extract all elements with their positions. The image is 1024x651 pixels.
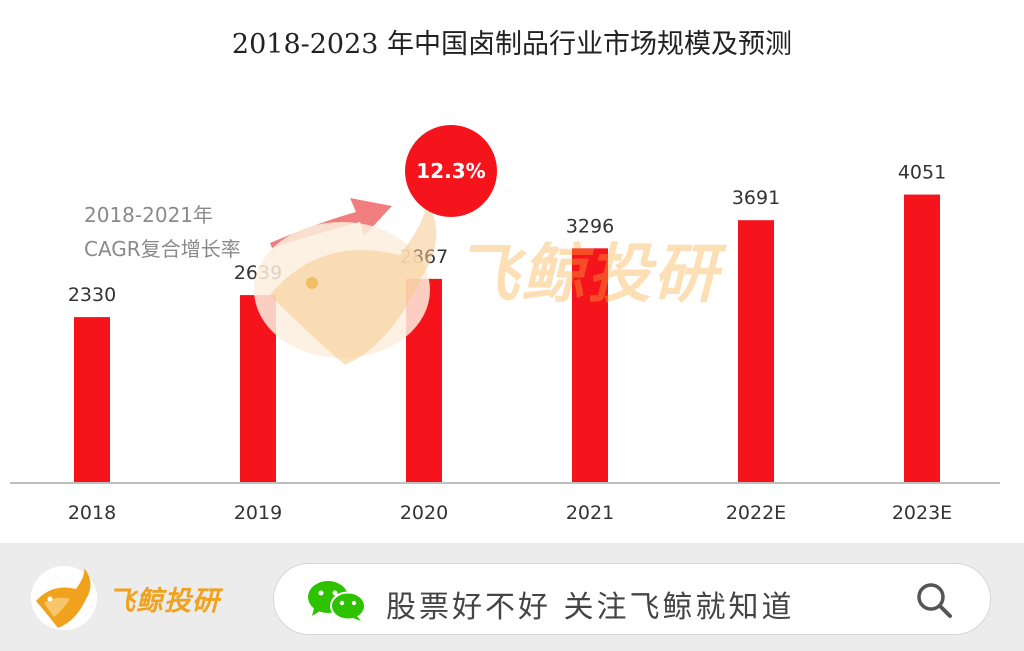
x-tick-label-2021: 2021 — [566, 502, 614, 524]
x-tick-label-2020: 2020 — [400, 502, 448, 524]
search-bar[interactable]: 股票好不好 关注飞鲸就知道 — [273, 563, 991, 635]
bar-2018 — [74, 317, 110, 483]
data-label-2023E: 4051 — [898, 162, 946, 184]
whale-logo-icon — [31, 566, 97, 630]
bar-2022E — [738, 220, 774, 483]
search-icon[interactable] — [914, 580, 954, 620]
brand-name: 飞鲸投研 — [108, 586, 220, 617]
x-tick-label-2022E: 2022E — [726, 502, 786, 524]
x-tick-label-2023E: 2023E — [892, 502, 952, 524]
search-text: 股票好不好 关注飞鲸就知道 — [386, 590, 795, 625]
data-label-2020: 2867 — [400, 246, 448, 268]
cagr-label-line1: 2018-2021年 — [84, 203, 214, 227]
bar-2019 — [240, 295, 276, 483]
data-label-2018: 2330 — [68, 284, 116, 306]
cagr-arrow — [270, 198, 392, 248]
bar-2023E — [904, 194, 940, 484]
data-label-2019: 2639 — [234, 262, 282, 284]
data-label-2022E: 3691 — [732, 187, 780, 209]
cagr-label-line2: CAGR复合增长率 — [84, 237, 241, 261]
data-label-2021: 3296 — [566, 215, 614, 237]
bar-2021 — [572, 248, 608, 483]
x-tick-label-2018: 2018 — [68, 502, 116, 524]
bar-2020 — [406, 278, 442, 483]
chart-area: 2330 2018 2639 2019 2867 2020 3296 2021 3691 2022… — [10, 29, 1000, 524]
wechat-icon — [308, 581, 366, 621]
cagr-label: 2018-2021年 CAGR复合增长率 — [84, 198, 241, 266]
cagr-badge: 12.3% — [405, 125, 497, 217]
x-tick-label-2019: 2019 — [234, 502, 282, 524]
chart-title: 2018-2023 年中国卤制品行业市场规模及预测 — [231, 29, 793, 60]
footer-banner: 飞鲸投研 股票好不好 关注飞鲸就知道 — [0, 543, 1024, 651]
bar-chart: 2330 2018 2639 2019 2867 2020 3296 2021 3691 2022… — [10, 162, 1000, 524]
